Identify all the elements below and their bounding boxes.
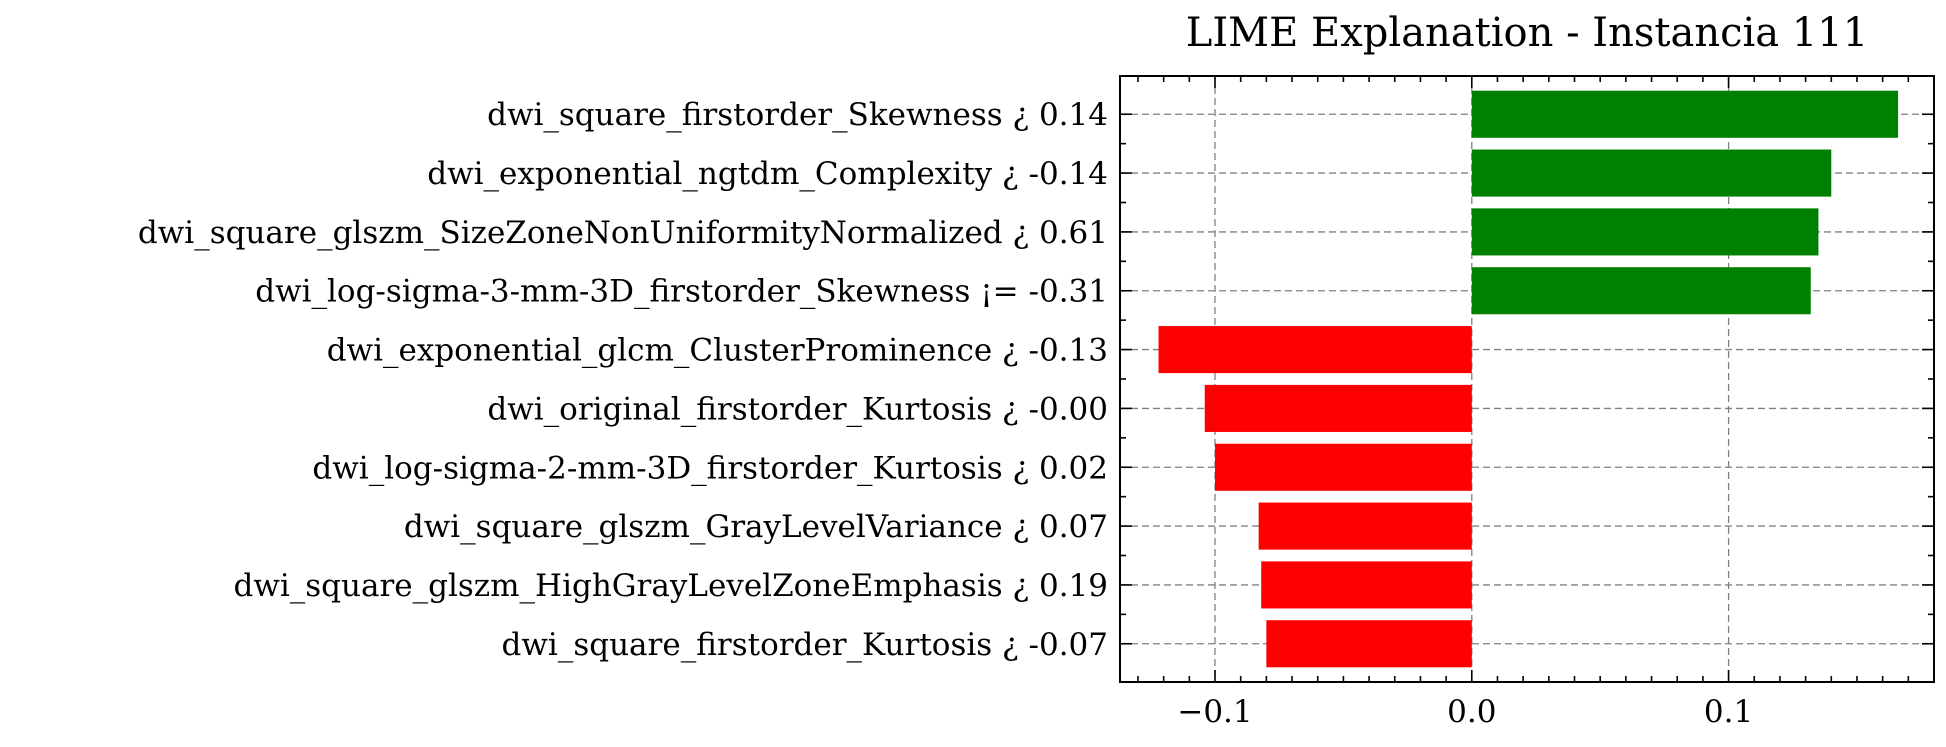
category-label: dwi_square_glszm_GrayLevelVariance ¿ 0.0… bbox=[404, 509, 1108, 545]
category-labels: dwi_square_firstorder_Skewness ¿ 0.14 dwi… bbox=[138, 97, 1108, 663]
bar bbox=[1204, 384, 1472, 432]
category-label: dwi_exponential_ngtdm_Complexity ¿ -0.14 bbox=[427, 156, 1108, 192]
category-label: dwi_square_firstorder_Skewness ¿ 0.14 bbox=[487, 97, 1108, 133]
category-label: dwi_square_glszm_HighGrayLevelZoneEmphas… bbox=[233, 568, 1108, 604]
bar bbox=[1258, 502, 1472, 550]
bars-layer bbox=[1158, 90, 1899, 668]
x-tick-label: 0.1 bbox=[1704, 694, 1753, 730]
category-label: dwi_square_firstorder_Kurtosis ¿ -0.07 bbox=[502, 627, 1108, 663]
bar bbox=[1158, 326, 1472, 374]
category-label: dwi_log-sigma-3-mm-3D_firstorder_Skewnes… bbox=[255, 274, 1108, 310]
bar bbox=[1261, 561, 1472, 609]
bar bbox=[1471, 208, 1819, 256]
bar bbox=[1471, 90, 1899, 138]
x-tick-label: 0.0 bbox=[1447, 694, 1496, 730]
x-tick-label: −0.1 bbox=[1177, 694, 1252, 730]
axes-frame bbox=[1119, 75, 1935, 683]
category-label: dwi_log-sigma-2-mm-3D_firstorder_Kurtosi… bbox=[312, 450, 1108, 486]
bar bbox=[1471, 267, 1811, 315]
category-label: dwi_exponential_glcm_ClusterProminence ¿… bbox=[327, 333, 1108, 369]
bar bbox=[1471, 149, 1832, 197]
category-label: dwi_square_glszm_SizeZoneNonUniformityNo… bbox=[138, 215, 1108, 251]
category-label: dwi_original_firstorder_Kurtosis ¿ -0.00 bbox=[487, 391, 1108, 427]
bar bbox=[1215, 443, 1472, 491]
chart-title: LIME Explanation - Instancia 111 bbox=[1186, 10, 1868, 56]
bar bbox=[1266, 620, 1472, 668]
